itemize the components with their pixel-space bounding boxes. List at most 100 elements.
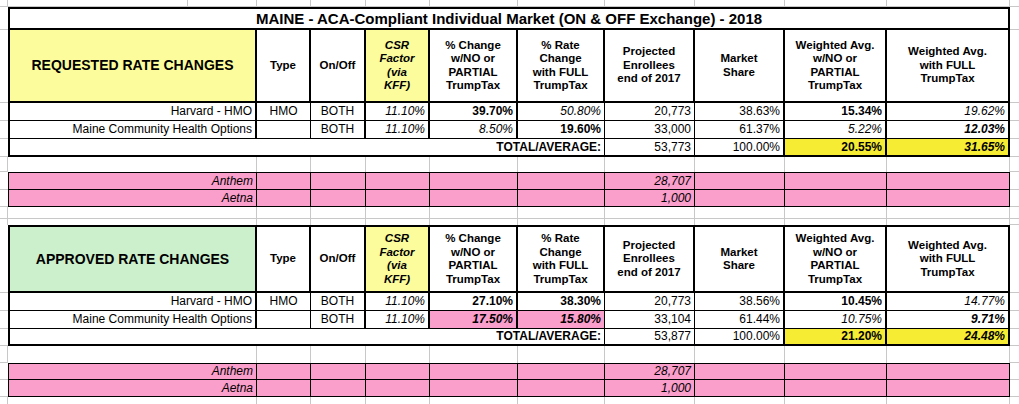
empty-cell[interactable] <box>311 172 366 190</box>
col-header-pct-change-no-partial[interactable]: % Change w/NO or PARTIAL TrumpTax <box>430 225 518 293</box>
carrier-name-cell[interactable]: Maine Community Health Options <box>8 311 257 329</box>
carrier-name-cell[interactable]: Harvard - HMO <box>8 103 257 121</box>
empty-cell[interactable] <box>430 190 518 207</box>
empty-cell[interactable] <box>366 363 430 380</box>
pct-change-cell[interactable]: 8.50% <box>430 121 518 139</box>
total-enrollees-cell[interactable]: 53,773 <box>605 139 695 157</box>
empty-cell[interactable] <box>430 380 518 397</box>
empty-cell[interactable] <box>257 380 311 397</box>
type-cell[interactable]: HMO <box>257 293 311 311</box>
onoff-cell[interactable]: BOTH <box>311 103 366 121</box>
total-label-cell[interactable]: TOTAL/AVERAGE: <box>8 139 605 157</box>
total-market-share-cell[interactable]: 100.00% <box>695 139 785 157</box>
col-header-wavg-full[interactable]: Weighted Avg. with FULL TrumpTax <box>887 30 1010 103</box>
empty-cell[interactable] <box>887 172 1010 190</box>
carrier-name-cell[interactable]: Maine Community Health Options <box>8 121 257 139</box>
empty-cell[interactable] <box>887 190 1010 207</box>
csr-cell[interactable]: 11.10% <box>366 293 430 311</box>
col-header-type[interactable]: Type <box>257 225 311 293</box>
empty-cell[interactable] <box>887 380 1010 397</box>
wavg-partial-cell[interactable]: 10.75% <box>785 311 887 329</box>
total-wavg-full-cell[interactable]: 24.48% <box>887 329 1010 346</box>
csr-cell[interactable]: 11.10% <box>366 103 430 121</box>
empty-cell[interactable] <box>695 380 785 397</box>
pct-change-cell[interactable]: 39.70% <box>430 103 518 121</box>
empty-cell[interactable] <box>695 363 785 380</box>
enrollees-cell[interactable]: 33,104 <box>605 311 695 329</box>
wavg-full-cell[interactable]: 19.62% <box>887 103 1010 121</box>
type-cell[interactable] <box>257 311 311 329</box>
onoff-cell[interactable]: BOTH <box>311 293 366 311</box>
other-carrier-enrollees-cell[interactable]: 1,000 <box>605 190 695 207</box>
empty-cell[interactable] <box>518 172 605 190</box>
total-market-share-cell[interactable]: 100.00% <box>695 329 785 346</box>
empty-cell[interactable] <box>257 172 311 190</box>
col-header-wavg-no-partial[interactable]: Weighted Avg. w/NO or PARTIAL TrumpTax <box>785 30 887 103</box>
empty-cell[interactable] <box>695 190 785 207</box>
csr-cell[interactable]: 11.10% <box>366 121 430 139</box>
wavg-full-cell[interactable]: 9.71% <box>887 311 1010 329</box>
wavg-full-cell[interactable]: 12.03% <box>887 121 1010 139</box>
market-share-cell[interactable]: 61.37% <box>695 121 785 139</box>
col-header-onoff[interactable]: On/Off <box>311 225 366 293</box>
empty-cell[interactable] <box>311 190 366 207</box>
empty-cell[interactable] <box>257 190 311 207</box>
onoff-cell[interactable]: BOTH <box>311 121 366 139</box>
col-header-pct-rate-full[interactable]: % Rate Change with FULL TrumpTax <box>518 225 605 293</box>
other-carrier-name-cell[interactable]: Anthem <box>8 363 257 380</box>
pct-rate-cell[interactable]: 50.80% <box>518 103 605 121</box>
empty-cell[interactable] <box>518 190 605 207</box>
empty-cell[interactable] <box>366 172 430 190</box>
market-share-cell[interactable]: 38.56% <box>695 293 785 311</box>
other-carrier-name-cell[interactable]: Aetna <box>8 190 257 207</box>
wavg-partial-cell[interactable]: 15.34% <box>785 103 887 121</box>
other-carrier-name-cell[interactable]: Anthem <box>8 172 257 190</box>
enrollees-cell[interactable]: 20,773 <box>605 103 695 121</box>
col-header-market-share[interactable]: Market Share <box>695 225 785 293</box>
enrollees-cell[interactable]: 20,773 <box>605 293 695 311</box>
pct-rate-cell[interactable]: 19.60% <box>518 121 605 139</box>
empty-cell[interactable] <box>695 172 785 190</box>
other-carrier-enrollees-cell[interactable]: 28,707 <box>605 363 695 380</box>
empty-cell[interactable] <box>311 363 366 380</box>
empty-cell[interactable] <box>366 190 430 207</box>
col-header-pct-change-no-partial[interactable]: % Change w/NO or PARTIAL TrumpTax <box>430 30 518 103</box>
pct-rate-cell[interactable]: 38.30% <box>518 293 605 311</box>
empty-cell[interactable] <box>257 363 311 380</box>
empty-cell[interactable] <box>887 363 1010 380</box>
col-header-market-share[interactable]: Market Share <box>695 30 785 103</box>
total-label-cell[interactable]: TOTAL/AVERAGE: <box>8 329 605 346</box>
empty-cell[interactable] <box>785 363 887 380</box>
requested-section-label[interactable]: REQUESTED RATE CHANGES <box>8 30 257 103</box>
col-header-csr-factor[interactable]: CSR Factor (via KFF) <box>366 30 430 103</box>
col-header-wavg-full[interactable]: Weighted Avg. with FULL TrumpTax <box>887 225 1010 293</box>
empty-cell[interactable] <box>518 380 605 397</box>
type-cell[interactable]: HMO <box>257 103 311 121</box>
enrollees-cell[interactable]: 33,000 <box>605 121 695 139</box>
wavg-partial-cell[interactable]: 10.45% <box>785 293 887 311</box>
total-wavg-full-cell[interactable]: 31.65% <box>887 139 1010 157</box>
other-carrier-enrollees-cell[interactable]: 28,707 <box>605 172 695 190</box>
pct-rate-cell-highlighted[interactable]: 15.80% <box>518 311 605 329</box>
pct-change-cell-highlighted[interactable]: 17.50% <box>430 311 518 329</box>
empty-cell[interactable] <box>430 363 518 380</box>
col-header-csr-factor[interactable]: CSR Factor (via KFF) <box>366 225 430 293</box>
csr-cell[interactable]: 11.10% <box>366 311 430 329</box>
page-title[interactable]: MAINE - ACA-Compliant Individual Market … <box>8 7 1010 30</box>
empty-cell[interactable] <box>311 380 366 397</box>
market-share-cell[interactable]: 61.44% <box>695 311 785 329</box>
type-cell[interactable] <box>257 121 311 139</box>
wavg-partial-cell[interactable]: 5.22% <box>785 121 887 139</box>
onoff-cell[interactable]: BOTH <box>311 311 366 329</box>
other-carrier-name-cell[interactable]: Aetna <box>8 380 257 397</box>
other-carrier-enrollees-cell[interactable]: 1,000 <box>605 380 695 397</box>
col-header-type[interactable]: Type <box>257 30 311 103</box>
market-share-cell[interactable]: 38.63% <box>695 103 785 121</box>
col-header-pct-rate-full[interactable]: % Rate Change with FULL TrumpTax <box>518 30 605 103</box>
empty-cell[interactable] <box>785 190 887 207</box>
col-header-projected-enrollees[interactable]: Projected Enrollees end of 2017 <box>605 30 695 103</box>
total-wavg-partial-cell[interactable]: 20.55% <box>785 139 887 157</box>
empty-cell[interactable] <box>785 172 887 190</box>
carrier-name-cell[interactable]: Harvard - HMO <box>8 293 257 311</box>
pct-change-cell[interactable]: 27.10% <box>430 293 518 311</box>
